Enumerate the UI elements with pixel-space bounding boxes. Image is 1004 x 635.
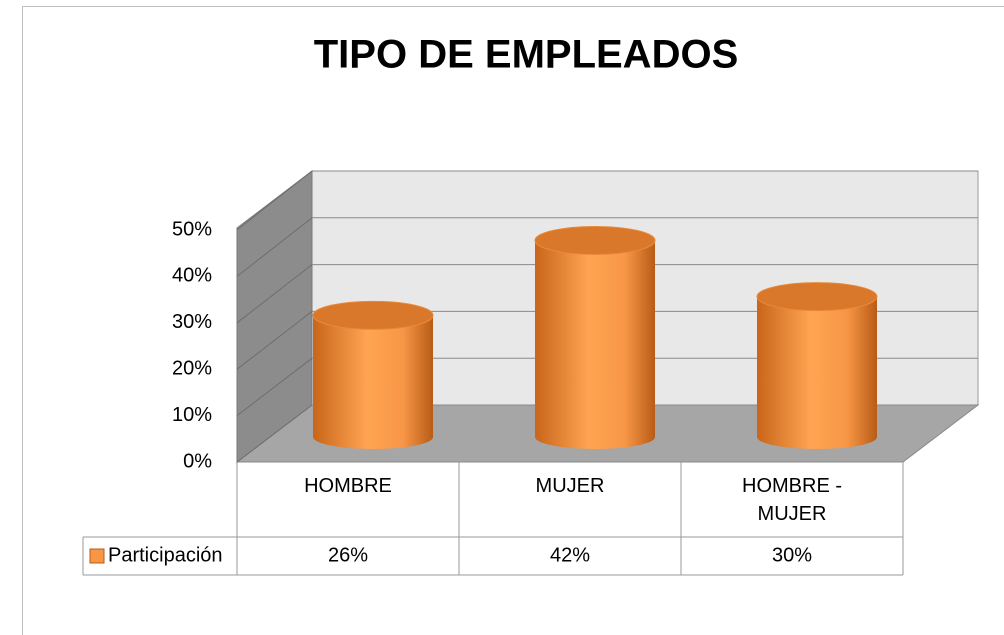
grid-line <box>236 170 313 231</box>
x-tick-label-box: MUJER <box>535 475 605 497</box>
legend-label: Participación <box>108 544 223 566</box>
grid-line <box>236 217 313 277</box>
grid-line <box>236 404 313 463</box>
cylinder <box>534 225 656 449</box>
chart-title: TIPO DE EMPLEADOS <box>314 33 739 77</box>
value-label: 42% <box>550 544 590 566</box>
grid-line <box>236 357 313 416</box>
x-tick-label: MUJER <box>535 475 605 497</box>
cylinder-top <box>534 225 656 255</box>
y-tick-label: 40% <box>172 265 212 287</box>
cylinder-top <box>756 282 878 312</box>
x-tick-label: HOMBRE - MUJER <box>742 475 842 525</box>
x-tick-label: HOMBRE <box>304 475 392 497</box>
value-label: 26% <box>328 544 368 566</box>
y-tick-label: 30% <box>172 311 212 333</box>
value-label: 30% <box>772 544 812 566</box>
x-tick-label-box: HOMBRE - MUJER <box>742 475 842 525</box>
cylinder-top <box>312 300 434 330</box>
data-table <box>82 462 904 576</box>
cylinder <box>312 300 434 449</box>
cylinder-body <box>757 296 877 437</box>
grid-line <box>236 311 313 370</box>
y-tick-label: 0% <box>183 450 212 472</box>
y-tick-label: 50% <box>172 218 212 240</box>
plot <box>236 170 978 463</box>
cylinder <box>756 282 878 449</box>
cylinder-body <box>535 240 655 437</box>
grid-line <box>236 264 313 324</box>
cylinder-body <box>313 315 433 437</box>
y-tick-label: 10% <box>172 404 212 426</box>
y-tick-label: 20% <box>172 357 212 379</box>
legend-key <box>89 548 105 564</box>
x-tick-label-box: HOMBRE <box>304 475 392 497</box>
